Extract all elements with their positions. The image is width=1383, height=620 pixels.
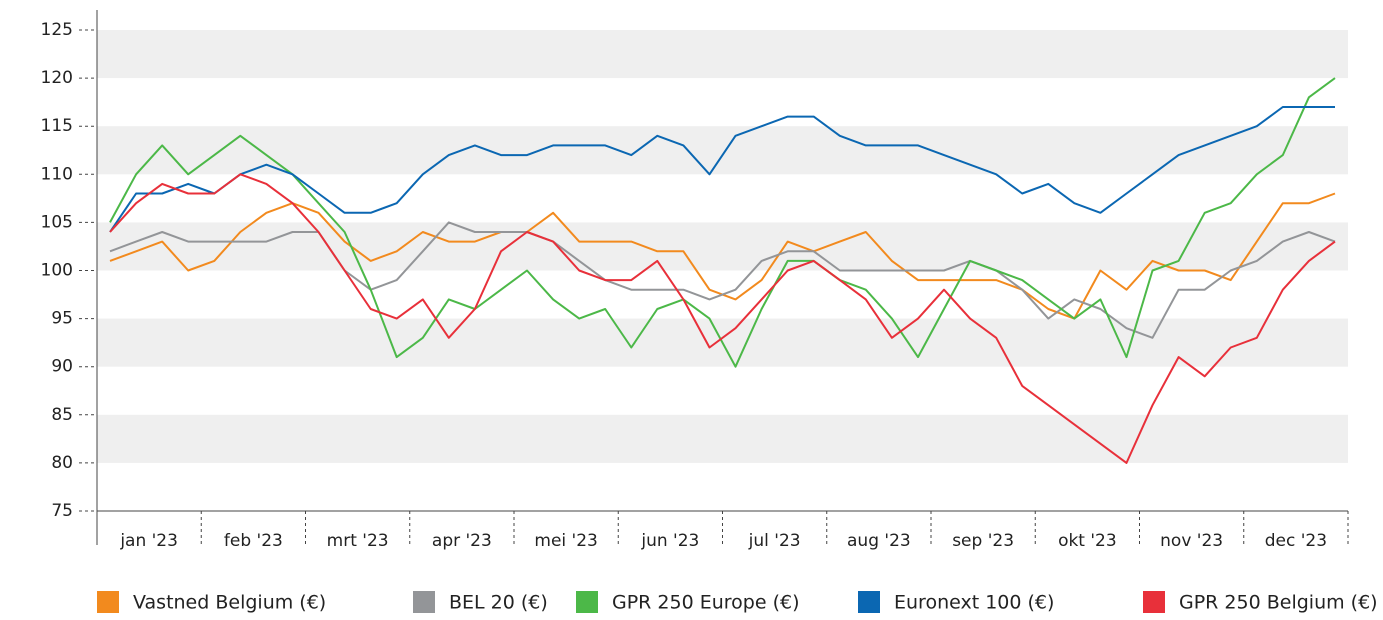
line	[109, 106, 1335, 233]
x-tick-label: jun '23	[640, 531, 699, 551]
grid-band	[97, 414, 1348, 463]
legend-swatch	[1143, 591, 1165, 613]
legend-swatch	[413, 591, 435, 613]
line	[109, 77, 1336, 368]
legend-label: Euronext 100 (€)	[894, 592, 1054, 614]
y-tick-label: 115	[41, 116, 73, 136]
x-tick-label: jan '23	[119, 531, 178, 551]
grid-band	[97, 222, 1348, 271]
y-tick-label: 85	[51, 405, 73, 425]
y-tick-label: 75	[51, 501, 73, 521]
legend-swatch	[858, 591, 880, 613]
y-tick-label: 90	[51, 357, 73, 377]
legend-swatch	[97, 591, 119, 613]
x-tick-label: sep '23	[952, 531, 1014, 551]
x-tick-label: dec '23	[1265, 531, 1327, 551]
x-tick-label: mrt '23	[327, 531, 389, 551]
y-tick-label: 80	[51, 453, 73, 473]
x-tick-label: jul '23	[748, 531, 801, 551]
legend-label: GPR 250 Europe (€)	[612, 592, 800, 614]
x-tick-label: okt '23	[1058, 531, 1117, 551]
x-tick-label: aug '23	[847, 531, 911, 551]
y-tick-label: 125	[41, 20, 73, 40]
legend-label: BEL 20 (€)	[449, 592, 548, 614]
legend-swatch	[576, 591, 598, 613]
y-tick-label: 105	[41, 212, 73, 232]
x-tick-label: nov '23	[1160, 531, 1223, 551]
line	[109, 221, 1336, 339]
legend-label: Vastned Belgium (€)	[133, 592, 326, 614]
y-tick-label: 120	[41, 68, 73, 88]
x-tick-label: mei '23	[534, 531, 597, 551]
y-tick-label: 95	[51, 309, 73, 329]
x-tick-label: apr '23	[432, 531, 492, 551]
y-tick-label: 110	[41, 164, 73, 184]
y-tick-label: 100	[41, 261, 73, 281]
legend-label: GPR 250 Belgium (€)	[1179, 592, 1378, 614]
line	[109, 173, 1336, 464]
x-tick-label: feb '23	[224, 531, 283, 551]
grid-band	[97, 126, 1348, 175]
grid-band	[97, 30, 1348, 79]
